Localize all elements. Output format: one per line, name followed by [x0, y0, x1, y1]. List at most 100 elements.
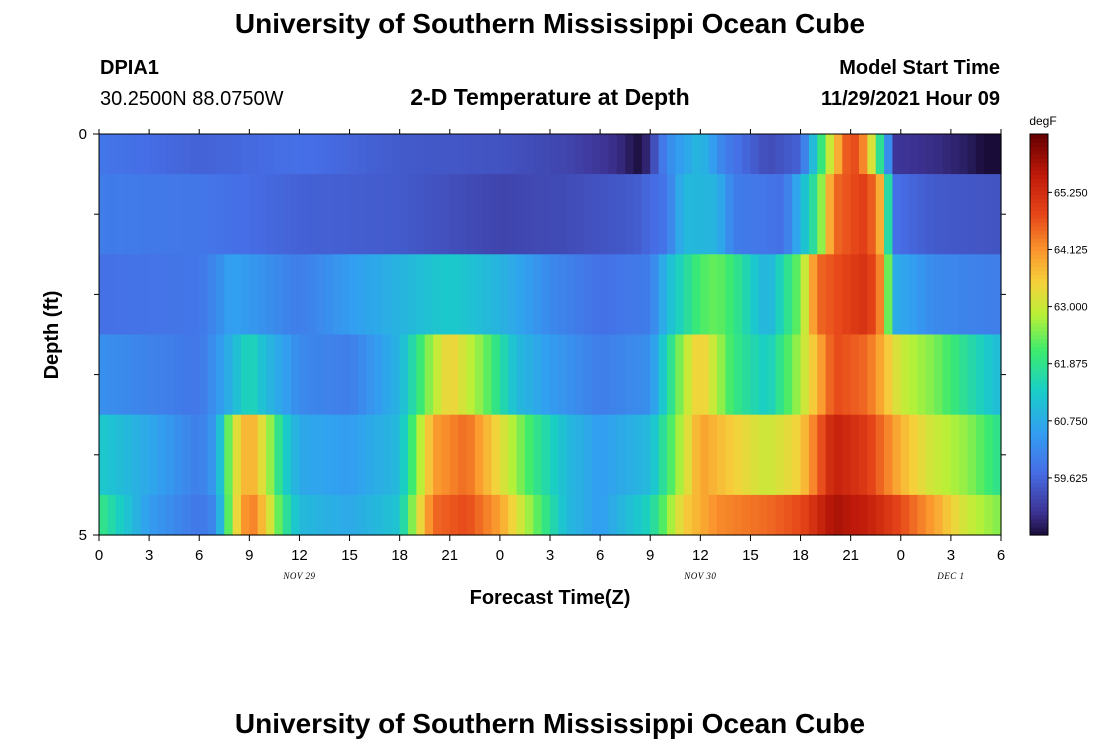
heatmap-cell: [575, 254, 585, 336]
colorbar: 59.625 60.750 61.875 63.000 64.125 65.250: [1029, 133, 1088, 536]
heatmap-cell: [332, 414, 342, 496]
heatmap-cell: [533, 134, 543, 175]
heatmap-cell: [199, 254, 209, 336]
heatmap-cell: [399, 414, 409, 496]
heatmap-cell: [132, 334, 142, 416]
heatmap-cell: [157, 334, 167, 416]
colorbar-segment: [1030, 186, 1048, 191]
heatmap-cell: [959, 494, 969, 536]
heatmap-cell: [174, 134, 184, 175]
colorbar-tick-label: 60.750: [1054, 416, 1088, 428]
heatmap-cell: [215, 414, 225, 496]
heatmap-cell: [616, 494, 626, 536]
heatmap-cell: [349, 494, 359, 536]
x-tick-label: 12: [692, 547, 709, 564]
colorbar-segment: [1030, 254, 1048, 259]
heatmap-cell: [859, 414, 868, 496]
heatmap-cell: [984, 494, 994, 536]
heatmap-cell: [441, 494, 451, 536]
heatmap-cell: [733, 494, 743, 536]
heatmap-cell: [99, 174, 108, 255]
heatmap-cell: [967, 494, 977, 536]
heatmap-cell: [875, 494, 885, 536]
heatmap-cell: [867, 174, 877, 255]
colorbar-segment: [1030, 166, 1048, 171]
heatmap-cell: [783, 494, 793, 536]
heatmap-cell: [950, 134, 960, 175]
heatmap-cell: [775, 414, 785, 496]
heatmap-cell: [282, 414, 292, 496]
heatmap-cell: [625, 334, 635, 416]
colorbar-segment: [1030, 398, 1048, 404]
heatmap-cell: [449, 174, 459, 255]
heatmap-cell: [658, 254, 668, 336]
heatmap-cell: [691, 334, 701, 416]
heatmap-cell: [842, 174, 852, 255]
heatmap-cell: [240, 174, 250, 255]
colorbar-segment: [1030, 406, 1048, 412]
heatmap-cell: [433, 494, 443, 536]
heatmap-cell: [550, 334, 559, 416]
heatmap-cell: [767, 254, 777, 336]
heatmap-cell: [683, 174, 693, 255]
heatmap-cell: [767, 134, 777, 175]
heatmap-cell: [299, 414, 309, 496]
heatmap-cell: [307, 134, 317, 175]
heatmap-cell: [516, 414, 526, 496]
heatmap-cell: [466, 174, 476, 255]
heatmap-cell: [341, 254, 351, 336]
heatmap-cell: [842, 254, 852, 336]
heatmap-cell: [483, 134, 493, 175]
heatmap-cell: [307, 494, 317, 536]
heatmap-cell: [424, 334, 434, 416]
heatmap-cell: [324, 174, 334, 255]
heatmap-cell: [399, 254, 409, 336]
heatmap-cell: [867, 494, 877, 536]
heatmap-cell: [917, 174, 927, 255]
heatmap-cell: [458, 414, 468, 496]
heatmap-cell: [758, 134, 768, 175]
colorbar-segment: [1030, 382, 1048, 388]
colorbar-segment: [1030, 438, 1048, 444]
heatmap-cell: [99, 134, 108, 175]
heatmap-cell: [984, 174, 994, 255]
heatmap-cell: [224, 414, 234, 496]
heatmap-cell: [449, 334, 459, 416]
heatmap-cell: [566, 494, 576, 536]
heatmap-cell: [474, 414, 484, 496]
colorbar-segment: [1030, 422, 1048, 428]
heatmap-cell: [975, 494, 985, 536]
heatmap-cell: [541, 414, 551, 496]
heatmap-cell: [666, 414, 676, 496]
heatmap-cell: [575, 494, 585, 536]
colorbar-segment: [1030, 374, 1048, 380]
colorbar-segment: [1030, 310, 1048, 316]
heatmap-cell: [867, 414, 877, 496]
heatmap-cell: [691, 494, 701, 536]
heatmap-cell: [391, 254, 401, 336]
heatmap-cell: [140, 254, 150, 336]
heatmap-cell: [942, 334, 952, 416]
heatmap-cell: [867, 334, 877, 416]
heatmap-cell: [508, 494, 518, 536]
heatmap-cell: [633, 414, 643, 496]
heatmap-cell: [550, 134, 559, 175]
heatmap-cell: [583, 334, 593, 416]
heatmap-cell: [190, 254, 200, 336]
heatmap-cell: [232, 134, 242, 175]
x-tick-label: 21: [441, 547, 458, 564]
heatmap-cell: [934, 414, 944, 496]
heatmap-cell: [199, 334, 209, 416]
x-tick-label: 0: [496, 547, 504, 564]
heatmap-cell: [658, 334, 668, 416]
heatmap-cell: [307, 414, 317, 496]
heatmap-cell: [717, 174, 726, 255]
heatmap-cell: [366, 494, 376, 536]
heatmap-cell: [99, 414, 108, 496]
colorbar-segment: [1030, 510, 1048, 516]
heatmap-cell: [616, 334, 626, 416]
heatmap-cell: [758, 334, 768, 416]
heatmap-cell: [207, 254, 217, 336]
heatmap-cell: [157, 254, 167, 336]
colorbar-segment: [1030, 338, 1048, 344]
